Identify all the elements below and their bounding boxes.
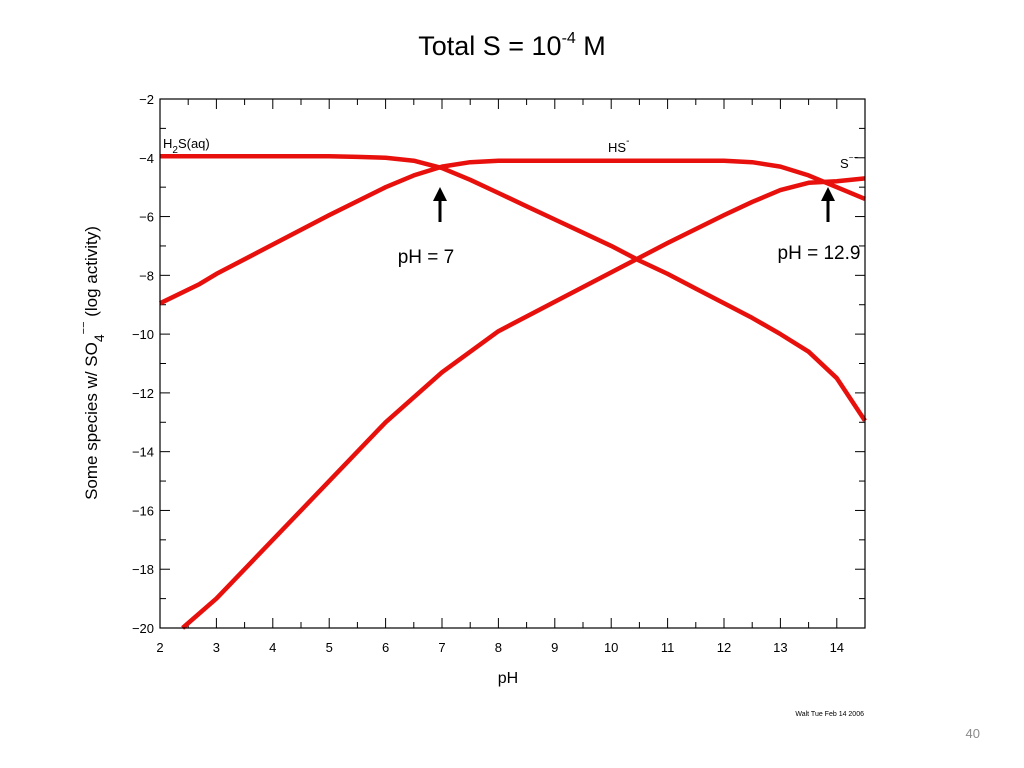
y-axis-label-charge: −− — [78, 321, 90, 334]
x-tick-label: 4 — [269, 640, 276, 655]
x-tick-label: 3 — [213, 640, 220, 655]
x-tick-label: 12 — [717, 640, 731, 655]
x-tick-label: 5 — [326, 640, 333, 655]
title-unit: M — [575, 31, 606, 61]
x-tick-label: 2 — [156, 640, 163, 655]
s2-line — [181, 176, 866, 630]
annotation-ph7: pH = 7 — [398, 247, 455, 268]
hs-label-charge: - — [626, 136, 629, 147]
page-number: 40 — [965, 726, 980, 741]
y-tick-label: −8 — [139, 268, 154, 283]
y-tick-labels: −20 −18 −16 −14 −12 −10 −8 −6 −4 −2 — [132, 92, 154, 636]
y-axis-label-part2: (log activity) — [82, 226, 101, 321]
footer-note: Walt Tue Feb 14 2006 — [795, 711, 864, 718]
hs-line — [159, 158, 866, 306]
x-tick-label: 10 — [604, 640, 618, 655]
y-tick-label: −2 — [139, 92, 154, 107]
slide-title: Total S = 10-4 M — [0, 30, 1024, 62]
y-tick-label: −14 — [132, 445, 154, 460]
x-tick-label: 14 — [830, 640, 844, 655]
y-tick-label: −18 — [132, 562, 154, 577]
x-axis-label: pH — [498, 670, 518, 687]
y-tick-label: −4 — [139, 151, 154, 166]
arrow-ph12-9 — [821, 187, 835, 222]
y-tick-label: −12 — [132, 386, 154, 401]
h2s-label-sub: 2 — [172, 145, 178, 156]
title-main: Total S = 10 — [418, 31, 562, 61]
x-tick-label: 11 — [661, 640, 675, 655]
y-axis-label: Some species w/ SO4−− (log activity) — [78, 226, 107, 500]
series-layer — [159, 154, 867, 630]
x-tick-label: 6 — [382, 640, 389, 655]
h2s-line — [160, 154, 867, 423]
y-tick-label: −6 — [139, 210, 154, 225]
h2s-label-h: H — [163, 136, 172, 151]
x-tick-label: 9 — [551, 640, 558, 655]
arrow-ph12-9-head — [821, 187, 835, 201]
title-exponent: -4 — [561, 30, 576, 47]
x-tick-label: 13 — [773, 640, 787, 655]
annotation-ph12-9: pH = 12.9 — [778, 243, 861, 264]
y-tick-label: −16 — [132, 503, 154, 518]
hs-label-base: HS — [608, 140, 626, 155]
x-tick-label: 7 — [438, 640, 445, 655]
series-label-h2s: H2S(aq) — [163, 136, 210, 156]
arrow-ph7-head — [433, 187, 447, 201]
series-label-s: S−− — [840, 153, 858, 171]
y-axis-label-part1: Some species w/ SO — [82, 342, 101, 500]
arrow-ph7 — [433, 187, 447, 222]
plot-frame — [159, 98, 866, 629]
y-tick-label: −10 — [132, 327, 154, 342]
series-label-hs: HS- — [608, 136, 629, 155]
h2s-label-rest: S(aq) — [178, 136, 210, 151]
s-label-charge: −− — [849, 153, 859, 162]
x-tick-labels: 2 3 4 5 6 7 8 9 10 11 12 13 14 — [156, 640, 844, 655]
x-tick-label: 8 — [495, 640, 502, 655]
y-tick-label: −20 — [132, 621, 154, 636]
s-label-base: S — [840, 156, 849, 171]
y-axis-label-subscript: 4 — [91, 334, 107, 342]
